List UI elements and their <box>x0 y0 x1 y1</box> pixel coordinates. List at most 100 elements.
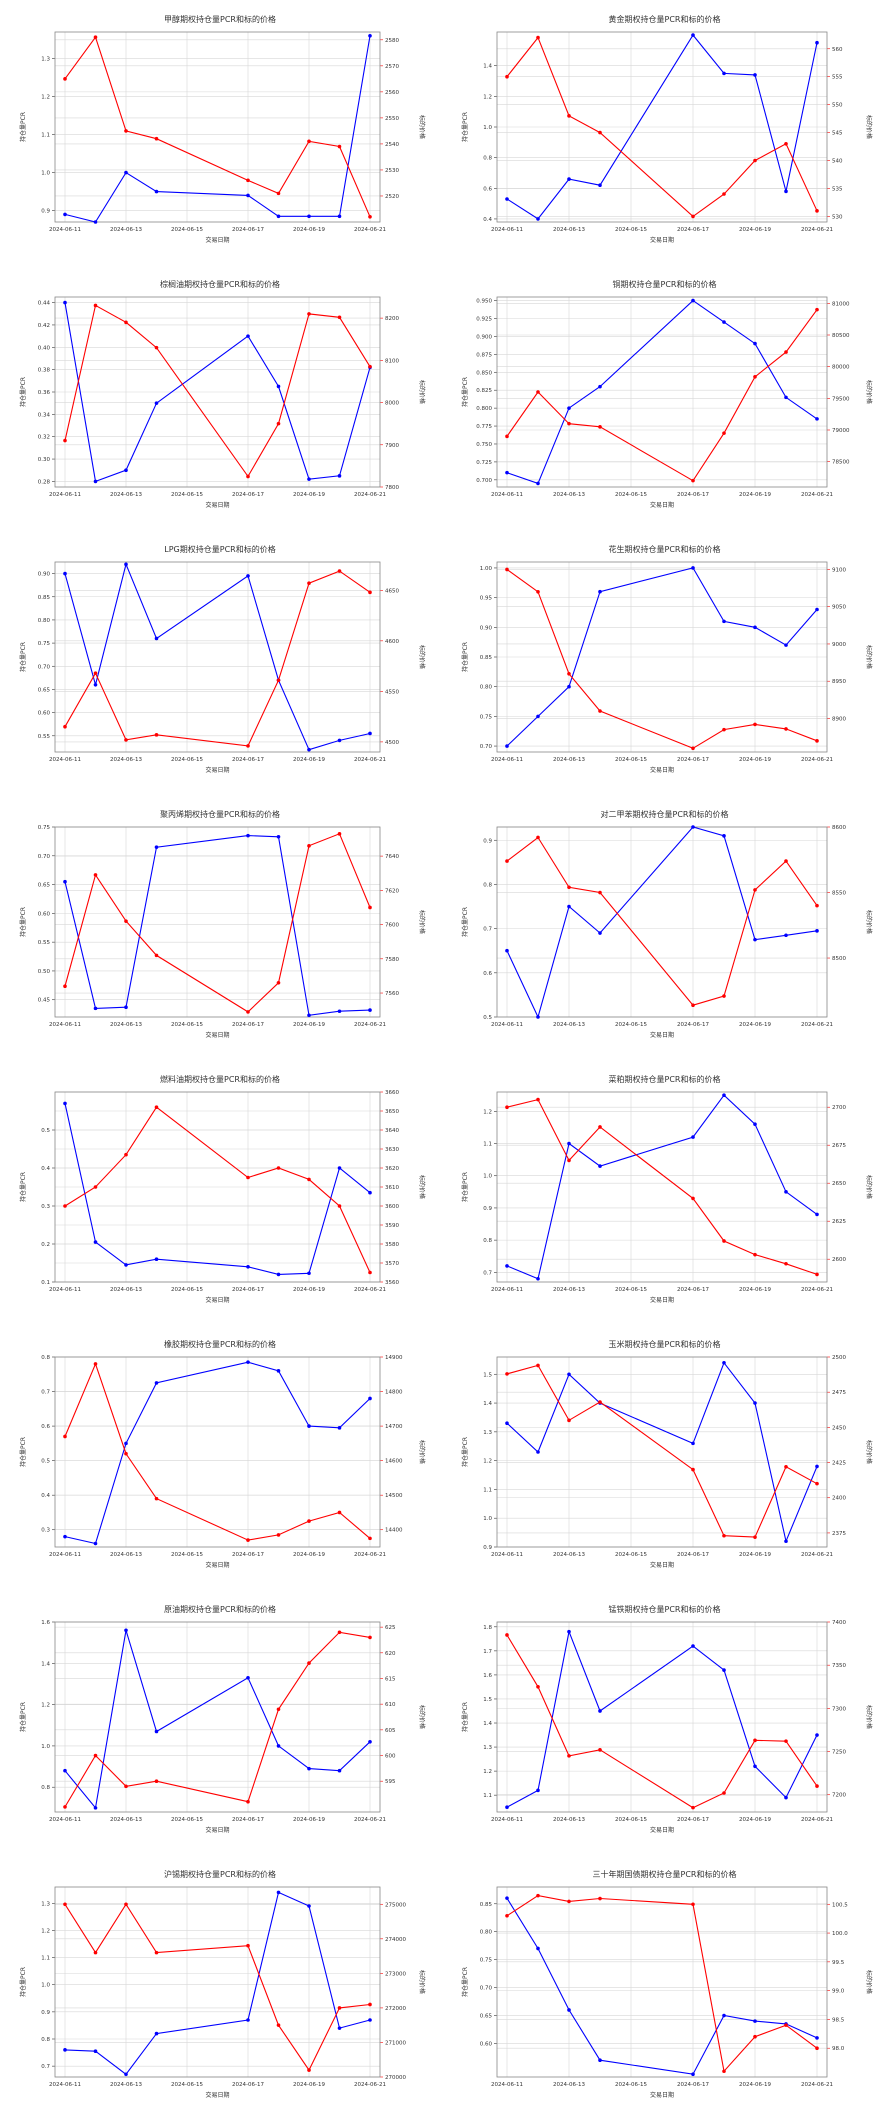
x-tick-label: 2024-06-21 <box>354 1817 386 1823</box>
price-data-point <box>753 1535 757 1539</box>
price-data-point <box>154 953 159 958</box>
y-tick-label-left: 0.36 <box>38 390 51 396</box>
pcr-data-point <box>93 1240 98 1244</box>
y-tick-label-left: 0.85 <box>480 1902 493 1908</box>
x-tick-label: 2024-06-21 <box>354 492 386 498</box>
pcr-data-point <box>337 2026 342 2030</box>
pcr-data-point <box>154 1381 159 1385</box>
pcr-data-point <box>815 607 819 612</box>
x-tick-label: 2024-06-15 <box>171 757 203 763</box>
y-tick-label-right: 98.5 <box>832 2017 845 2023</box>
pcr-data-point <box>753 625 757 630</box>
pcr-data-point <box>124 2072 128 2077</box>
y-axis-label-right: 标的价格 <box>418 910 426 934</box>
price-data-point <box>536 1097 540 1102</box>
price-data-point <box>154 733 159 737</box>
y-tick-label-left: 0.9 <box>41 209 50 215</box>
y-axis-label-left: 持仓量PCR <box>461 642 469 672</box>
pcr-data-point <box>63 1768 67 1773</box>
y-tick-label-right: 2550 <box>385 116 399 122</box>
price-data-point <box>337 1204 342 1208</box>
pcr-data-point <box>307 1013 311 1018</box>
x-tick-label: 2024-06-11 <box>491 757 523 763</box>
y-tick-label-right: 8950 <box>832 679 846 685</box>
plot-frame <box>496 561 828 753</box>
pcr-data-point <box>722 1360 726 1365</box>
y-tick-label-right: 274000 <box>385 1937 406 1943</box>
x-tick-label: 2024-06-17 <box>677 1287 709 1293</box>
x-tick-label: 2024-06-17 <box>232 492 264 498</box>
pcr-data-point <box>63 212 67 217</box>
x-tick-label: 2024-06-11 <box>49 1022 81 1028</box>
y-tick-label-left: 0.4 <box>41 1493 50 1499</box>
pcr-data-point <box>368 34 372 38</box>
pcr-data-point <box>598 931 602 935</box>
price-data-point <box>505 434 509 439</box>
pcr-data-point <box>567 177 571 181</box>
price-data-point <box>154 1105 159 1109</box>
y-tick-label-left: 1.3 <box>483 1745 492 1751</box>
y-axis-label-right: 标的价格 <box>865 1970 873 1994</box>
price-data-point <box>154 1496 159 1501</box>
pcr-data-point <box>536 1946 540 1951</box>
x-tick-label: 2024-06-15 <box>171 1287 203 1293</box>
y-tick-label-left: 0.825 <box>476 388 492 394</box>
pcr-data-point <box>784 189 788 194</box>
pcr-data-point <box>124 1263 128 1267</box>
y-tick-label-right: 9000 <box>832 642 846 648</box>
price-data-point <box>691 746 695 751</box>
y-tick-label-right: 271000 <box>385 2040 406 2046</box>
y-tick-label-left: 1.0 <box>41 1983 50 1989</box>
line-chart-10: 橡胶期权持仓量PCR和标的价格 2024-06-11 2024-06-13 2024-… <box>19 1339 426 1569</box>
price-data-point <box>246 1175 250 1180</box>
y-tick-label-left: 1.4 <box>483 1721 492 1727</box>
y-tick-label-left: 0.85 <box>38 595 51 601</box>
chart-title: 棕榈油期权持仓量PCR和标的价格 <box>160 279 280 289</box>
y-axis-label-left: 持仓量PCR <box>461 112 469 142</box>
plot-frame <box>54 826 381 1018</box>
x-tick-label: 2024-06-13 <box>110 1552 142 1558</box>
pcr-series-line <box>64 35 371 223</box>
y-tick-label-left: 1.1 <box>41 1956 50 1962</box>
y-tick-label-right: 7400 <box>832 1620 846 1626</box>
y-tick-label-right: 2530 <box>385 168 399 174</box>
pcr-series-line <box>506 1094 818 1280</box>
x-tick-label: 2024-06-19 <box>739 227 771 233</box>
price-data-point <box>598 890 602 895</box>
y-tick-label-right: 8900 <box>832 716 846 722</box>
y-tick-label-left: 1.4 <box>483 64 492 70</box>
price-data-point <box>722 1791 726 1795</box>
y-tick-label-left: 0.5 <box>483 1015 492 1021</box>
price-data-point <box>536 590 540 594</box>
y-tick-label-left: 0.8 <box>483 1238 492 1244</box>
y-tick-label-left: 1.1 <box>41 133 50 139</box>
price-data-point <box>276 1166 281 1170</box>
price-data-point <box>567 1158 571 1163</box>
x-axis-label: 交易日期 <box>205 1031 229 1039</box>
y-tick-label-right: 7620 <box>385 888 399 894</box>
y-tick-label-right: 3610 <box>385 1185 399 1191</box>
price-series-line <box>506 569 818 749</box>
price-data-point <box>307 844 311 848</box>
y-tick-label-right: 615 <box>385 1676 396 1682</box>
y-tick-label-right: 2650 <box>832 1181 846 1187</box>
line-chart-0: 甲醇期权持仓量PCR和标的价格 2024-06-11 2024-06-13 2024-… <box>19 14 426 244</box>
x-tick-label: 2024-06-15 <box>615 492 647 498</box>
x-tick-label: 2024-06-15 <box>615 1817 647 1823</box>
y-tick-label-right: 2625 <box>832 1219 846 1225</box>
pcr-data-point <box>368 731 372 736</box>
x-tick-label: 2024-06-13 <box>553 1287 585 1293</box>
y-tick-label-right: 272000 <box>385 2006 406 2012</box>
y-tick-label-right: 80000 <box>832 365 850 371</box>
y-tick-label-left: 1.2 <box>41 1703 50 1709</box>
y-tick-label-right: 3620 <box>385 1166 399 1172</box>
pcr-data-point <box>63 2048 67 2052</box>
x-tick-label: 2024-06-19 <box>293 1287 325 1293</box>
x-tick-label: 2024-06-13 <box>553 2082 585 2088</box>
price-data-point <box>154 345 159 350</box>
pcr-data-point <box>815 929 819 933</box>
y-tick-label-left: 0.75 <box>38 825 51 831</box>
y-tick-label-left: 0.2 <box>41 1242 50 1248</box>
y-tick-label-left: 0.750 <box>476 442 492 448</box>
pcr-data-point <box>753 1122 757 1127</box>
